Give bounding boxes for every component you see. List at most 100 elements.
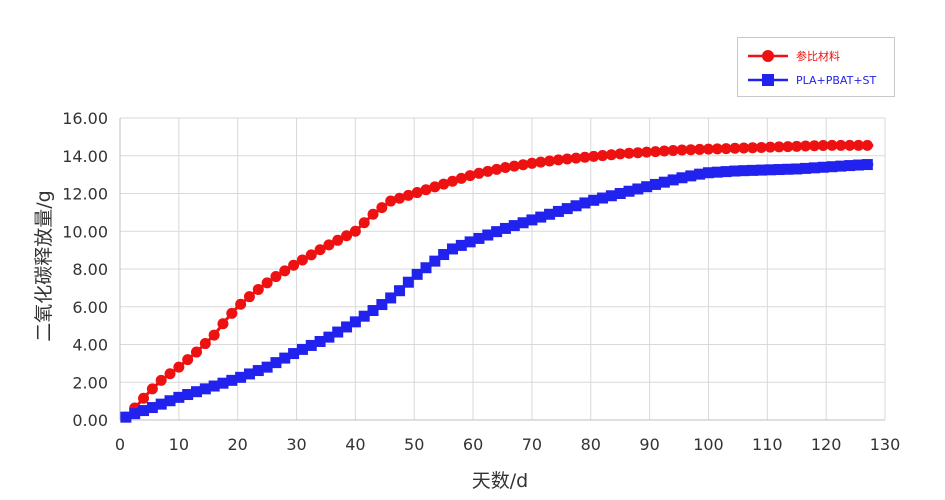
data-point-marker [341,230,353,242]
data-point-marker [349,316,361,328]
data-point-marker [773,141,785,153]
data-point-marker [755,141,767,153]
data-point-marker [773,164,785,176]
data-point-marker [552,154,564,166]
data-point-marker [129,408,141,420]
data-point-marker [296,343,308,355]
data-point-marker [588,150,600,162]
data-point-marker [138,392,150,404]
data-point-marker [570,152,582,164]
data-point-marker [720,143,732,155]
data-point-marker [764,164,776,176]
data-point-marker [588,194,600,206]
data-point-marker [861,159,873,171]
data-point-marker [685,144,697,156]
data-point-marker [314,244,326,256]
data-point-marker [385,195,397,207]
data-point-marker [817,161,829,173]
data-point-marker [155,374,167,386]
data-point-marker [685,170,697,182]
circle-marker-icon [748,50,788,62]
data-point-marker [499,162,511,174]
data-point-marker [191,346,202,358]
data-point-marker [146,402,158,414]
x-tick-label: 10 [169,435,189,454]
data-point-marker [226,307,238,319]
data-point-marker [252,283,264,295]
data-point-marker [535,211,547,223]
data-point-marker [243,368,255,380]
data-point-marker [597,150,609,162]
axes: 0 10 20 30 40 50 60 70 80 90 100 110 120 130 0.00 2.00 4… [62,109,900,454]
data-point-marker [800,140,812,152]
data-point-marker [420,262,432,274]
legend-item-series-2: PLA+PBAT+ST [746,70,876,90]
data-point-marker [270,271,282,283]
data-point-marker [517,159,529,171]
data-point-marker [702,143,714,155]
data-point-marker [358,310,370,322]
data-point-marker [632,183,644,195]
data-point-marker [552,205,564,217]
data-point-marker [358,217,370,229]
data-point-marker [641,146,653,158]
y-tick-label: 12.00 [62,185,108,204]
data-point-marker [438,249,450,261]
data-point-marker [844,139,856,151]
data-point-marker [385,292,397,304]
data-point-marker [455,172,467,184]
data-point-marker [394,192,406,204]
x-tick-label: 110 [752,435,783,454]
data-point-marker [367,208,379,220]
data-point-marker [217,377,229,389]
data-point-marker [853,159,865,171]
x-tick-label: 20 [228,435,248,454]
x-tick-label: 80 [581,435,601,454]
data-point-marker [623,185,635,197]
data-point-marker [526,157,538,169]
data-point-marker [146,383,158,395]
data-point-marker [138,405,150,417]
data-point-marker [482,165,494,177]
y-tick-label: 8.00 [72,260,108,279]
data-point-marker [182,389,194,401]
data-point-marker [517,217,529,229]
legend: 参比材料 PLA+PBAT+ST [737,37,895,97]
data-point-marker [429,181,441,193]
data-point-marker [817,139,829,151]
data-point-marker [676,172,688,184]
data-point-marker [341,321,353,333]
data-point-marker [650,146,661,158]
data-point-marker [420,184,432,196]
series-2 [120,159,874,423]
data-point-marker [570,200,582,212]
data-point-marker [349,225,361,237]
data-point-marker [261,277,273,289]
data-point-marker [623,147,635,159]
data-point-marker [243,291,255,303]
data-point-marker [614,188,626,199]
x-tick-label: 70 [522,435,542,454]
x-tick-label: 50 [404,435,424,454]
data-point-marker [305,249,317,261]
data-point-marker [632,147,644,159]
data-point-marker [464,170,476,182]
x-tick-label: 130 [870,435,901,454]
data-point-marker [429,255,441,267]
data-point-marker [791,163,803,175]
data-point-marker [711,143,723,155]
data-point-marker [800,162,812,174]
y-tick-label: 0.00 [72,411,108,430]
data-point-marker [411,268,423,280]
data-point-marker [667,174,679,186]
data-point-marker [579,151,591,163]
series-1 [120,139,874,423]
data-point-marker [764,141,776,153]
data-point-marker [446,243,458,255]
data-point-marker [826,161,838,173]
data-point-marker [561,203,573,215]
data-point-marker [217,318,229,330]
data-point-marker [305,339,317,351]
y-axis-label: 二氧化碳释放量/g [33,190,55,341]
